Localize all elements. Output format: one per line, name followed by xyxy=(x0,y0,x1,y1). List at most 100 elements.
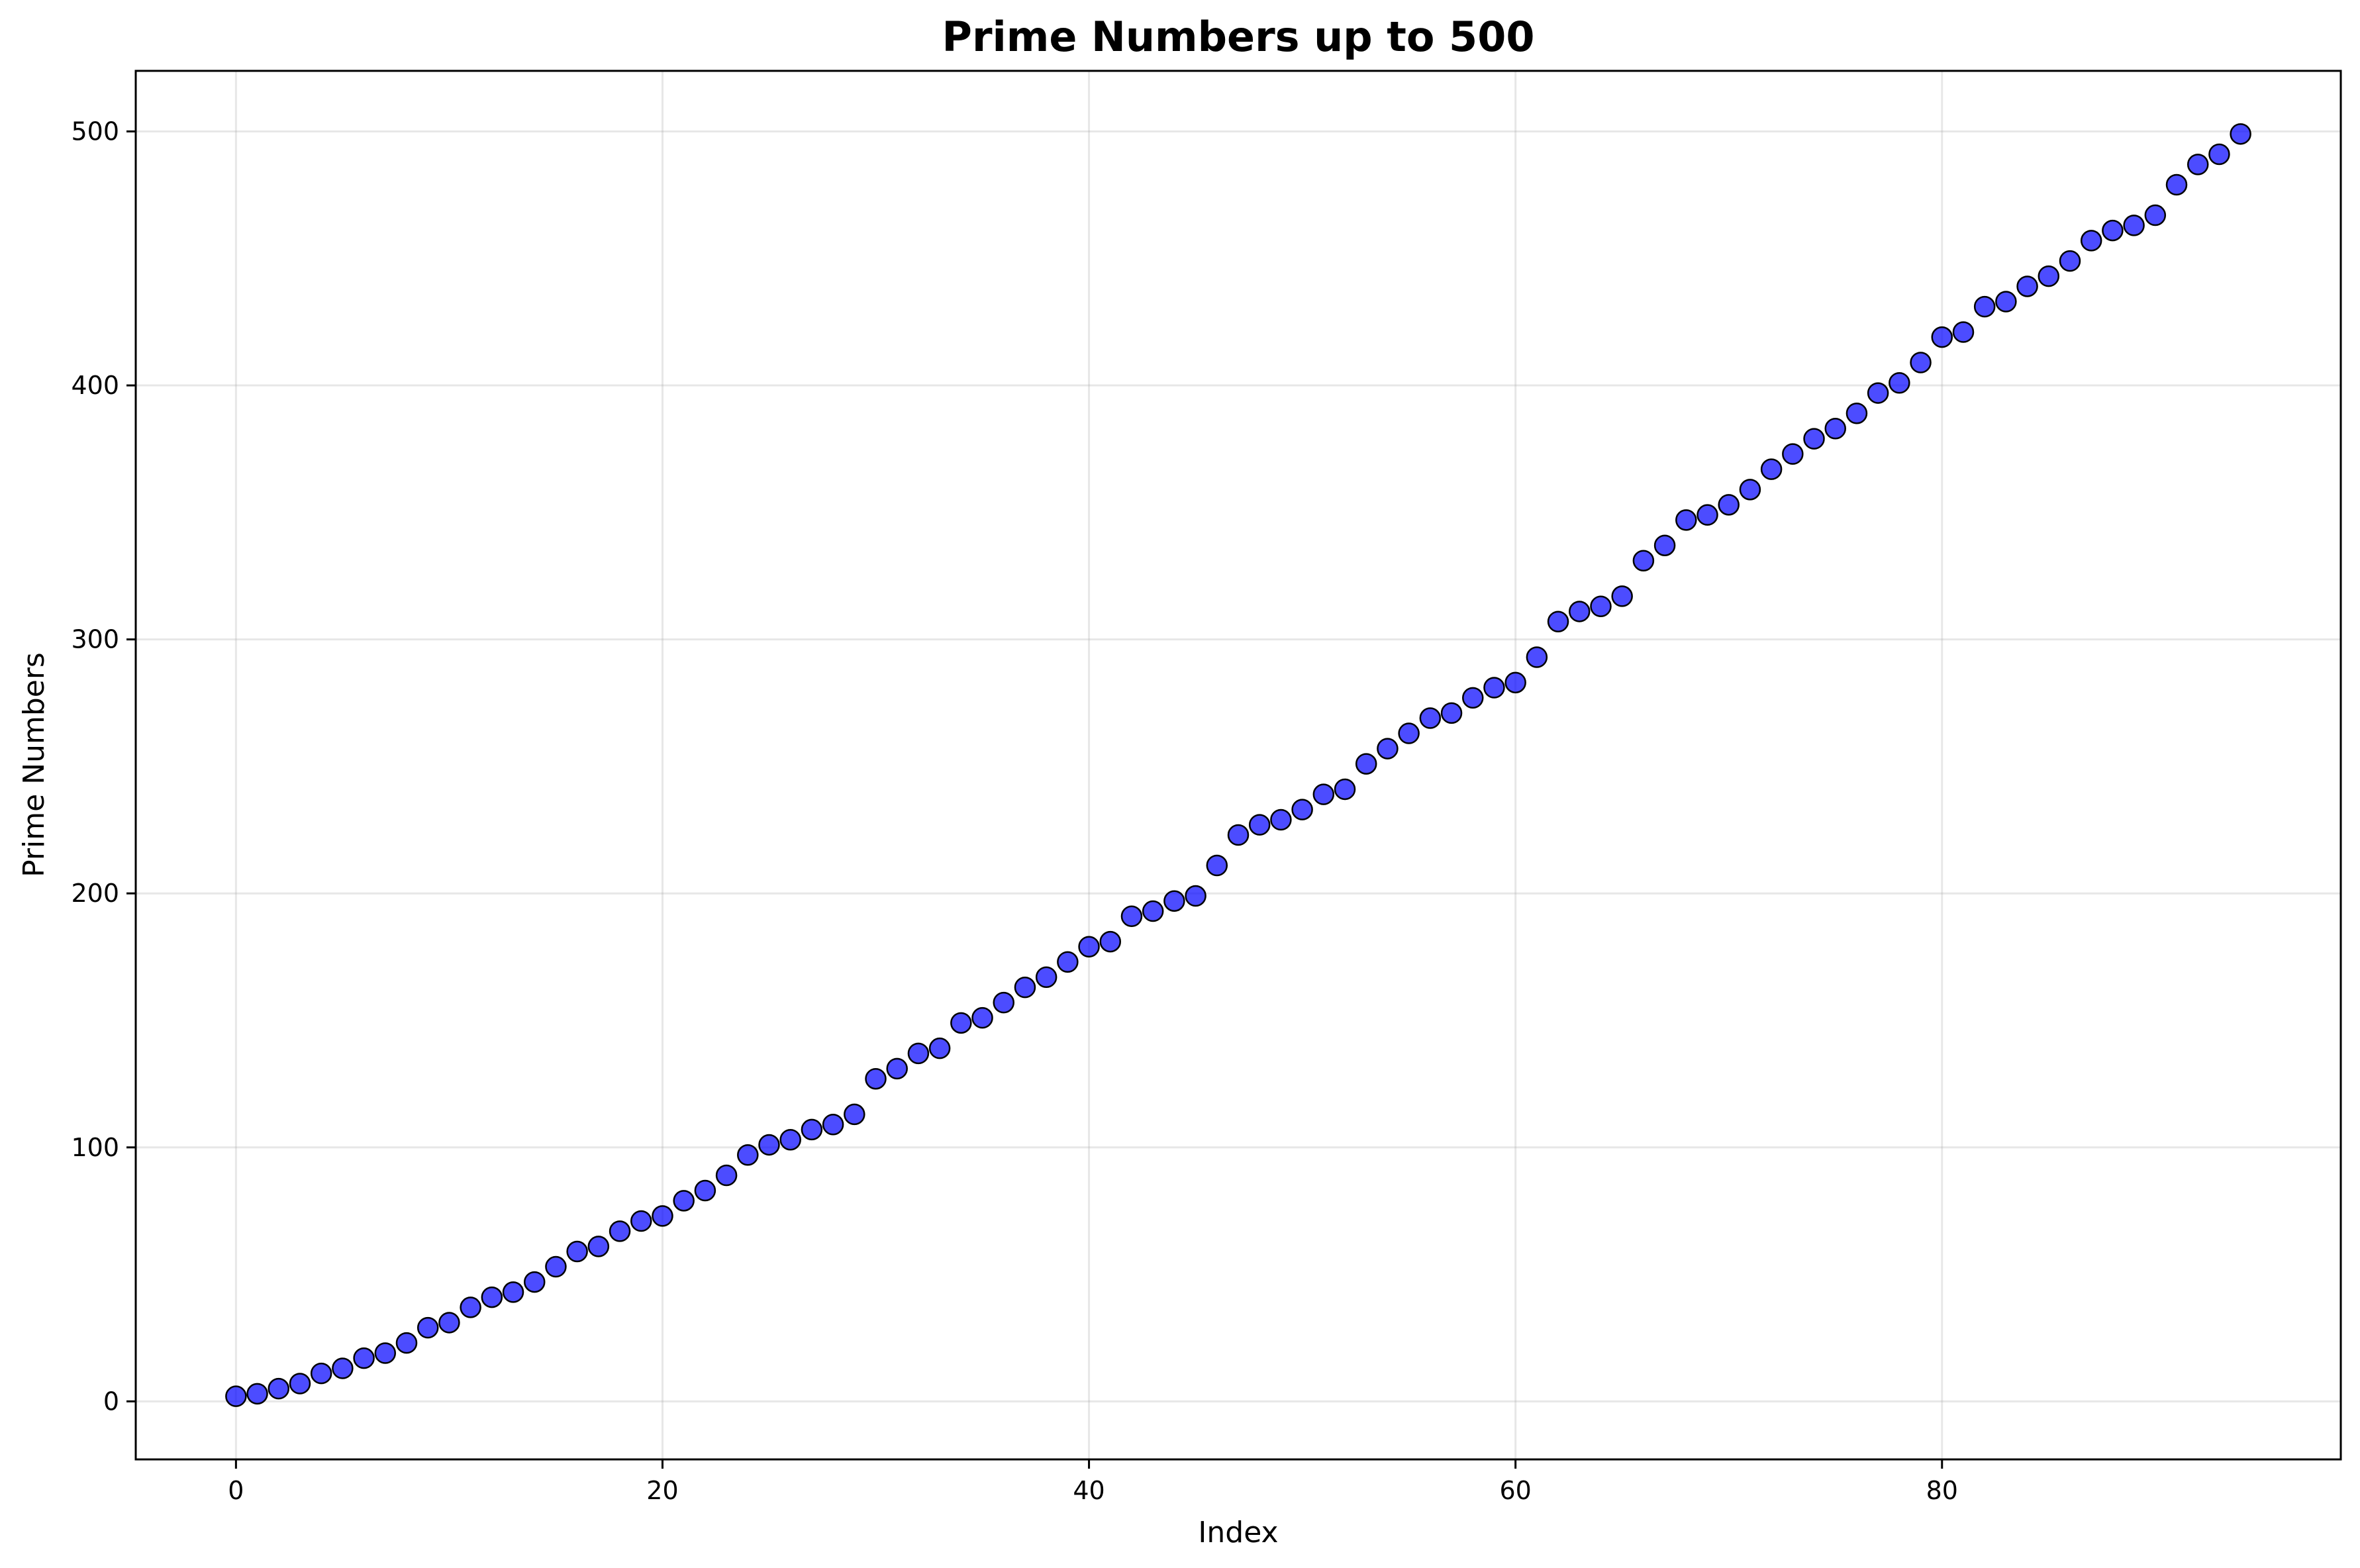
data-point xyxy=(289,1373,311,1395)
data-point xyxy=(374,1342,397,1364)
data-point xyxy=(1163,890,1185,912)
data-point xyxy=(1995,291,2017,313)
data-point xyxy=(2080,230,2102,252)
data-point xyxy=(1355,753,1377,775)
data-point xyxy=(1462,687,1484,709)
data-point xyxy=(310,1362,332,1385)
data-point xyxy=(779,1129,801,1151)
data-point xyxy=(1696,504,1718,526)
data-point xyxy=(1547,611,1569,633)
data-point xyxy=(609,1220,631,1242)
data-point xyxy=(1824,418,1846,440)
data-point xyxy=(225,1385,247,1407)
data-point xyxy=(1973,295,1996,318)
data-point xyxy=(545,1255,567,1278)
data-point xyxy=(758,1134,780,1156)
data-point xyxy=(2123,215,2145,236)
data-point xyxy=(993,991,1014,1014)
data-point xyxy=(1206,854,1228,877)
data-point xyxy=(1653,534,1676,556)
data-point xyxy=(246,1383,268,1405)
axis-ticks: 0 20 40 60 80 0 100 200 300 400 500 xyxy=(71,117,1957,1505)
data-point xyxy=(481,1286,503,1308)
data-point xyxy=(1078,936,1100,958)
data-point xyxy=(1718,494,1740,516)
data-point xyxy=(1782,443,1804,465)
data-point xyxy=(1291,799,1313,820)
y-tick-label: 400 xyxy=(71,371,119,400)
data-point xyxy=(630,1210,652,1232)
y-tick-label: 0 xyxy=(103,1387,119,1416)
data-point xyxy=(1227,824,1250,846)
data-point xyxy=(950,1012,972,1034)
y-tick-label: 500 xyxy=(71,117,119,146)
data-point xyxy=(673,1190,695,1212)
data-point xyxy=(395,1332,418,1354)
x-tick-label: 0 xyxy=(228,1476,244,1505)
data-point xyxy=(1632,550,1655,571)
x-tick-label: 40 xyxy=(1073,1476,1105,1505)
data-point xyxy=(1057,951,1079,973)
y-tick-label: 100 xyxy=(71,1133,119,1162)
data-point xyxy=(2208,143,2230,166)
x-tick-label: 60 xyxy=(1499,1476,1531,1505)
plot-frame xyxy=(134,70,2342,1461)
data-point xyxy=(1377,738,1399,760)
data-point xyxy=(1526,646,1548,668)
data-point xyxy=(928,1037,951,1059)
data-point xyxy=(1142,900,1164,922)
data-point xyxy=(1590,595,1612,618)
chart-title: Prime Numbers up to 500 xyxy=(942,13,1535,61)
data-point xyxy=(694,1179,716,1202)
data-point xyxy=(587,1236,610,1257)
x-axis-label: Index xyxy=(1198,1516,1278,1549)
data-point xyxy=(1569,601,1591,622)
data-point xyxy=(1952,321,1975,343)
data-point xyxy=(2144,204,2167,226)
data-point xyxy=(438,1312,460,1334)
data-point xyxy=(1889,371,1910,394)
data-point xyxy=(1675,509,1697,531)
data-point xyxy=(1398,722,1420,744)
data-point xyxy=(844,1103,865,1126)
data-point xyxy=(907,1042,930,1065)
x-tick-label: 20 xyxy=(646,1476,678,1505)
y-axis-label: Prime Numbers xyxy=(17,652,51,877)
data-point xyxy=(1803,428,1825,450)
y-tick-label: 200 xyxy=(71,879,119,908)
data-point xyxy=(1739,479,1761,501)
data-point xyxy=(353,1347,375,1369)
data-point xyxy=(1440,702,1463,724)
data-point xyxy=(566,1240,588,1263)
data-point xyxy=(715,1164,738,1187)
data-point xyxy=(886,1057,908,1080)
data-point xyxy=(801,1118,823,1141)
data-point xyxy=(1867,382,1889,404)
data-point xyxy=(1910,352,1932,373)
data-point xyxy=(1931,326,1953,348)
data-point xyxy=(332,1357,354,1379)
data-point xyxy=(1099,930,1122,953)
data-point xyxy=(1312,783,1335,805)
grid xyxy=(136,71,2341,1459)
data-point xyxy=(2016,275,2038,297)
data-point xyxy=(1035,966,1057,989)
data-point xyxy=(1270,808,1292,831)
data-point xyxy=(2059,250,2081,272)
data-point xyxy=(1483,677,1505,699)
data-point xyxy=(1014,976,1036,999)
data-point xyxy=(1185,885,1206,907)
data-point xyxy=(1334,778,1356,801)
data-point xyxy=(417,1316,439,1339)
data-point xyxy=(1504,671,1526,694)
data-points xyxy=(225,123,2251,1407)
data-point xyxy=(502,1281,524,1303)
data-point xyxy=(865,1067,887,1090)
x-tick-label: 80 xyxy=(1926,1476,1958,1505)
data-point xyxy=(652,1205,673,1227)
data-point xyxy=(1760,458,1783,480)
data-point xyxy=(1611,585,1633,607)
data-point xyxy=(2230,123,2251,145)
